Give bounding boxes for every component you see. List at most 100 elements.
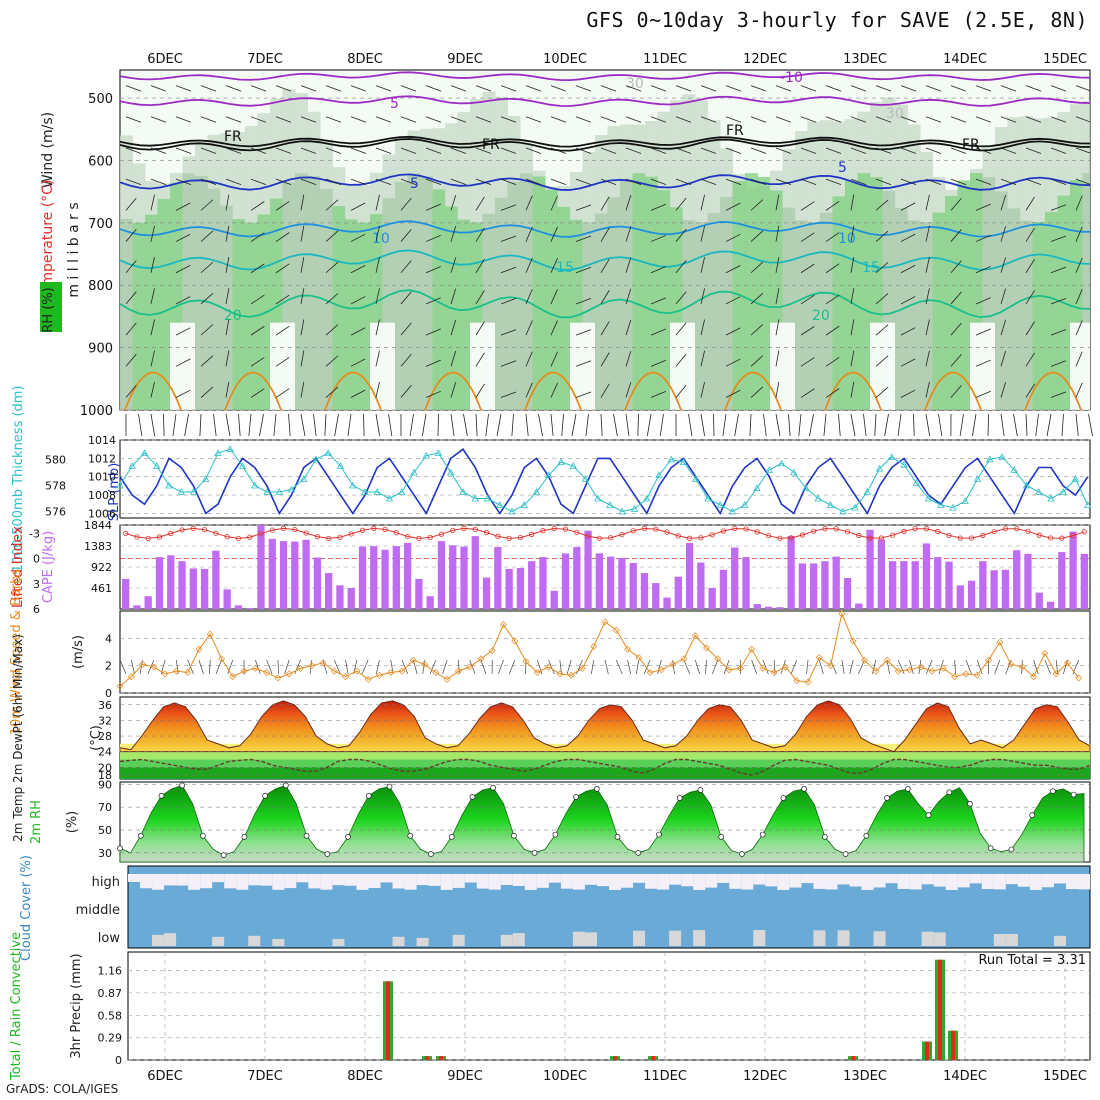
wind-barb [625, 257, 632, 273]
wind-barb [266, 659, 273, 675]
wind-barb [475, 227, 485, 242]
precip-convective-bar [425, 1056, 429, 1060]
wind-barb [350, 233, 366, 242]
wind-barb [750, 230, 764, 242]
wind-barb [575, 329, 592, 336]
wind-point [578, 664, 586, 672]
warm-contour [324, 371, 382, 410]
rh-shade-cell [595, 213, 608, 410]
cloud-high-box [560, 874, 573, 889]
wind-barb [425, 203, 441, 211]
rh-point [593, 786, 600, 792]
rh-shade-cell [607, 197, 621, 410]
cloud-high-box [236, 874, 249, 890]
wind-barb [875, 386, 889, 398]
cloud-low-box [933, 932, 946, 946]
wind-barb [775, 147, 792, 154]
wind-barb [1000, 350, 1007, 367]
wind-barb [900, 327, 916, 336]
warm-contour [724, 371, 782, 410]
bottom-date-label: 11DEC [643, 1069, 687, 1084]
wind-barb [350, 178, 367, 186]
cape-bar [1080, 553, 1088, 609]
wind-barb [1050, 360, 1067, 367]
surface-wind-barb [1046, 413, 1052, 437]
thickness-point [924, 494, 933, 502]
cape-bar [223, 589, 231, 609]
rh-shade-cell [907, 220, 921, 410]
wind-barb [525, 85, 542, 92]
wind-barb [200, 293, 214, 305]
wind-barb [575, 116, 592, 123]
rh-shade-cell [832, 196, 846, 410]
wind-barb [125, 322, 137, 336]
top-date-label: 6DEC [147, 52, 183, 67]
surface-wind-barb [496, 413, 502, 437]
wind-barb [1025, 85, 1042, 92]
thickness-point [1084, 501, 1092, 508]
wind-barb [425, 178, 442, 186]
wind-barb [650, 203, 666, 211]
rh-shade-cell [307, 176, 321, 410]
wind-barb [650, 116, 667, 123]
wind-barb [900, 389, 916, 398]
rh-point [282, 782, 289, 789]
wind-barb [825, 85, 842, 92]
surface-wind-barb [525, 413, 529, 437]
li-point [709, 532, 715, 538]
wind-barb [150, 85, 167, 92]
cape-bar [1013, 550, 1021, 609]
thickness-point [532, 488, 541, 495]
cloud-high-box [1065, 874, 1078, 890]
cloud-high-box [296, 874, 309, 883]
wind-barb [200, 324, 214, 336]
cloud-low-box [392, 936, 405, 946]
rh-point [842, 851, 849, 857]
wind-barb [700, 116, 717, 123]
wind-barb [975, 147, 992, 154]
thickness-point [741, 501, 749, 508]
thickness-tick-label: 576 [45, 506, 66, 519]
cloud-cover-panel: Cloud Cover (%) high middle low [19, 855, 1091, 961]
rh-tick-label: 50 [98, 824, 112, 837]
wind-barb [750, 85, 767, 92]
wind-barb [300, 85, 317, 92]
wind-barb [309, 659, 313, 675]
wind-tick-label: 2 [105, 660, 112, 673]
surface-wind-barb [798, 413, 802, 437]
wind-barb [725, 233, 741, 242]
wind-point [319, 659, 327, 667]
wind-barb [975, 328, 991, 336]
thickness-point [226, 445, 234, 452]
wind-barb [625, 350, 632, 367]
cape-bar [787, 536, 795, 609]
wind-barb [150, 319, 155, 336]
wind-barb [125, 291, 137, 305]
wind-point [894, 667, 902, 675]
rh-point [676, 795, 683, 801]
rh-shade-cell [1032, 221, 1046, 410]
wind-barb [550, 226, 558, 242]
temperature-contour [120, 95, 1090, 107]
wind-barb [675, 353, 687, 367]
cape-bar [776, 607, 784, 609]
wind-point [872, 667, 880, 675]
cape-bar [573, 547, 581, 609]
wind-barb [225, 116, 242, 123]
surface-wind-barb [273, 413, 277, 437]
wind-barb [775, 85, 792, 92]
wind-barb [627, 659, 632, 675]
wind-barb [925, 116, 942, 123]
wind-barb [350, 265, 366, 274]
thickness-point [655, 471, 663, 478]
wind-barb [1025, 227, 1035, 242]
rh-shade-cell [657, 190, 671, 410]
wind-barb [683, 659, 691, 675]
precip-tick-label: 0.87 [98, 987, 123, 1000]
cloud-high-box [885, 874, 898, 884]
wind-barb [450, 85, 467, 92]
wind-barb [1025, 196, 1035, 211]
rh-shade-cell [845, 180, 858, 410]
cloud-high-box [909, 874, 922, 890]
cape-bar [855, 603, 863, 609]
